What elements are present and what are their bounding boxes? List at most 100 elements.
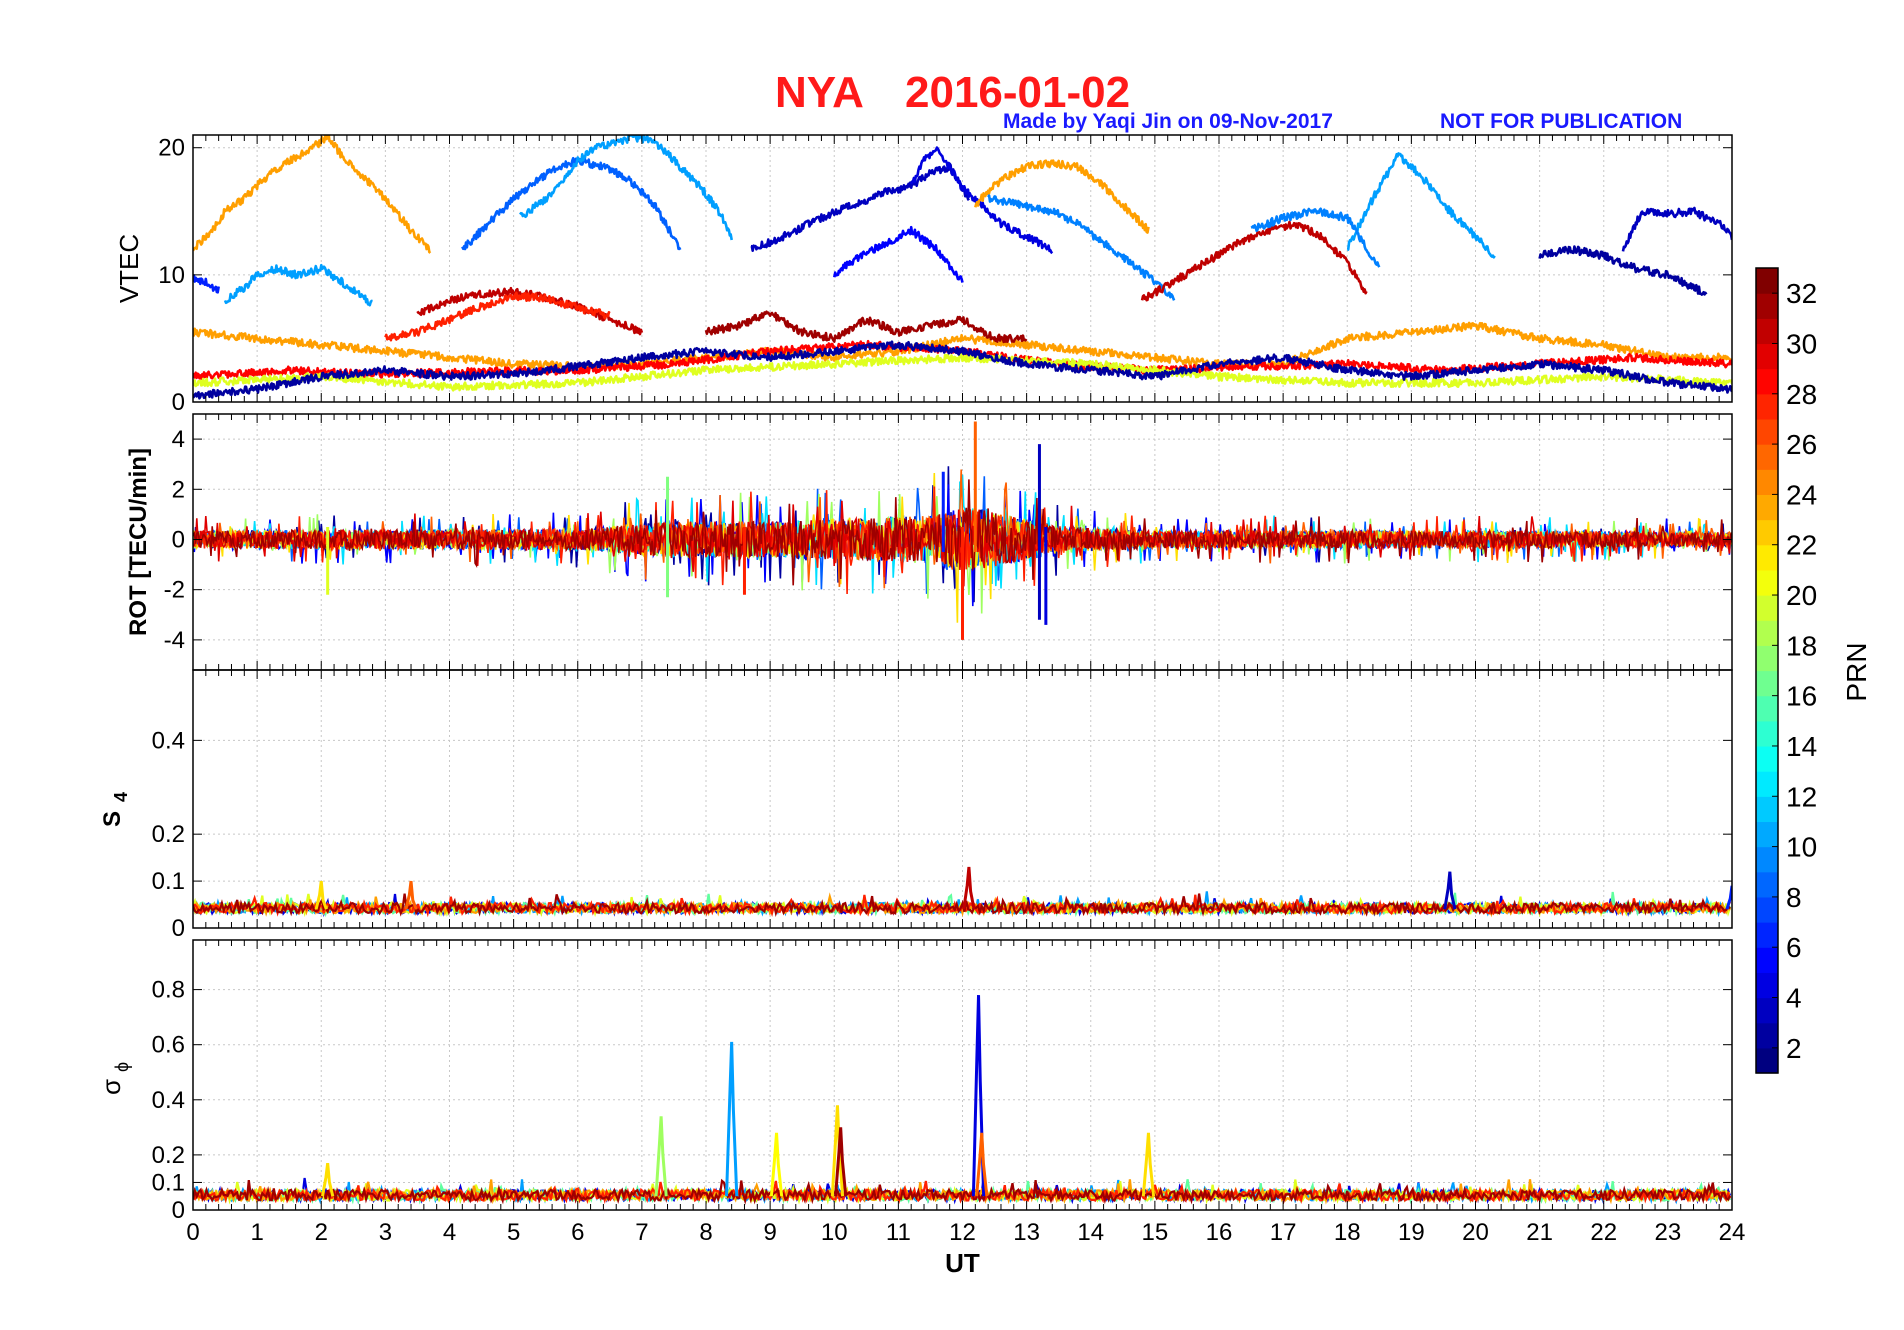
y-tick-label: 0.1 bbox=[152, 868, 185, 895]
grid-lines bbox=[193, 940, 1732, 1210]
colorbar-segment bbox=[1756, 595, 1778, 621]
y-tick-label: 0 bbox=[172, 1197, 185, 1224]
s4-peak-prn-31 bbox=[962, 866, 976, 910]
vtec-series-prn-2 bbox=[193, 340, 1732, 400]
colorbar-tick-label: 6 bbox=[1786, 932, 1802, 963]
colorbar-segment bbox=[1756, 444, 1778, 470]
y-axis-label: VTEC bbox=[114, 234, 144, 303]
colorbar-segment bbox=[1756, 771, 1778, 797]
x-tick-label: 21 bbox=[1526, 1219, 1553, 1246]
data-lines bbox=[193, 995, 1732, 1205]
x-tick-label: 7 bbox=[635, 1219, 648, 1246]
colorbar-tick-label: 30 bbox=[1786, 328, 1817, 359]
colorbar-segment bbox=[1756, 896, 1778, 923]
colorbar-tick-label: 18 bbox=[1786, 630, 1817, 661]
x-tick-label: 15 bbox=[1142, 1219, 1169, 1246]
sigma_phi-peak-prn-10 bbox=[725, 1041, 739, 1197]
colorbar-segment bbox=[1756, 393, 1778, 420]
y-axis-label-subscript: 4 bbox=[111, 792, 131, 802]
colorbar-label: PRN bbox=[1841, 642, 1872, 701]
s4-peak-prn-6 bbox=[1725, 885, 1732, 910]
colorbar-segment bbox=[1756, 720, 1778, 747]
sigma_phi-peak-prn-22 bbox=[321, 1162, 335, 1197]
vtec-series-prn-20 bbox=[193, 352, 1732, 392]
colorbar-segment bbox=[1756, 645, 1778, 672]
chart-title-station: NYA bbox=[775, 68, 864, 117]
y-tick-label: 2 bbox=[172, 476, 185, 503]
x-tick-label: 13 bbox=[1013, 1219, 1040, 1246]
x-tick-labels: 0 1 2 3 4 5 6 7 8 9 10 11 12 13 14 15 16 17 18 19 20 21 22 23 24 bbox=[186, 1219, 1745, 1246]
vtec-series-prn-28 bbox=[384, 291, 611, 342]
vtec-series-prn-3 bbox=[1621, 206, 1732, 252]
sigma_phi-peak-prn-26 bbox=[975, 1132, 989, 1197]
colorbar-frame bbox=[1755, 267, 1779, 1074]
sigma_phi-peak-prn-18 bbox=[654, 1116, 668, 1197]
y-tick-label: 0.4 bbox=[152, 1087, 185, 1114]
x-tick-label: 18 bbox=[1334, 1219, 1361, 1246]
colorbar-segment bbox=[1756, 922, 1778, 948]
y-tick-label: 0 bbox=[172, 389, 185, 416]
colorbar-tick-label: 2 bbox=[1786, 1033, 1802, 1064]
x-tick-label: 8 bbox=[699, 1219, 712, 1246]
x-ticks bbox=[192, 940, 1733, 1210]
x-ticks bbox=[192, 670, 1733, 928]
y-tick-label: -2 bbox=[164, 577, 185, 604]
colorbar-segment bbox=[1756, 343, 1778, 370]
x-tick-label: 12 bbox=[949, 1219, 976, 1246]
sigma_phi-peak-prn-22 bbox=[830, 1105, 845, 1197]
y-tick-label: 10 bbox=[158, 262, 185, 289]
y-tick-label: 0.8 bbox=[152, 977, 185, 1004]
vtec-series-prn-31 bbox=[1140, 220, 1368, 302]
colorbar-tick-label: 12 bbox=[1786, 781, 1817, 812]
colorbar-tick-label: 26 bbox=[1786, 429, 1817, 460]
vtec-series-prn-8 bbox=[461, 156, 682, 251]
colorbar-tick-label: 28 bbox=[1786, 379, 1817, 410]
panel-vtec: 0 10 20 VTEC bbox=[114, 134, 1733, 416]
data-lines bbox=[193, 866, 1732, 918]
chart-title-date: 2016-01-02 bbox=[905, 68, 1130, 117]
colorbar-segment bbox=[1756, 368, 1778, 395]
grid-lines bbox=[193, 670, 1732, 928]
vtec-series-prn-9 bbox=[987, 194, 1176, 301]
panel-frame bbox=[192, 669, 1733, 929]
y-axis-label-subscript: ϕ bbox=[112, 1062, 132, 1072]
colorbar-tick-label: 24 bbox=[1786, 479, 1817, 510]
y-tick-label: 0.2 bbox=[152, 1142, 185, 1169]
vtec-series-prn-10 bbox=[519, 135, 733, 241]
y-ticks: 00.10.2 0.4 0.6 0.8 bbox=[152, 977, 1732, 1224]
x-tick-label: 4 bbox=[443, 1219, 456, 1246]
sigma_phi-peak-prn-32 bbox=[834, 1127, 848, 1197]
y-tick-label: 0.4 bbox=[152, 727, 185, 754]
x-tick-label: 22 bbox=[1590, 1219, 1617, 1246]
colorbar-segment bbox=[1756, 947, 1778, 973]
colorbar-segment bbox=[1756, 972, 1778, 999]
panel-s4: 0 0.1 0.2 0.4 S 4 bbox=[99, 669, 1733, 942]
x-ticks bbox=[192, 135, 1733, 402]
colorbar-segment bbox=[1756, 469, 1778, 496]
colorbar-segment bbox=[1756, 494, 1778, 521]
colorbar-tick-label: 32 bbox=[1786, 278, 1817, 309]
colorbar-segment bbox=[1756, 670, 1778, 697]
vtec-series-prn-4 bbox=[909, 146, 1054, 255]
y-tick-label: 0.2 bbox=[152, 821, 185, 848]
x-tick-label: 5 bbox=[507, 1219, 520, 1246]
colorbar-tick-label: 8 bbox=[1786, 882, 1802, 913]
vtec-series-prn-32 bbox=[704, 310, 1028, 344]
colorbar-tick-label: 16 bbox=[1786, 681, 1817, 712]
vtec-series-prn-24 bbox=[193, 135, 432, 254]
x-tick-label: 20 bbox=[1462, 1219, 1489, 1246]
colorbar-segment bbox=[1756, 293, 1778, 319]
vtec-series-prn-2 bbox=[1538, 245, 1708, 296]
colorbar-tick-label: 10 bbox=[1786, 832, 1817, 863]
s4-series-prn-32 bbox=[193, 893, 1731, 917]
colorbar-segment bbox=[1756, 318, 1778, 345]
y-ticks: 0 10 20 bbox=[158, 135, 1732, 416]
y-tick-label: 0.1 bbox=[152, 1169, 185, 1196]
colorbar-segment bbox=[1756, 846, 1778, 873]
x-tick-label: 9 bbox=[763, 1219, 776, 1246]
vtec-series-prn-24 bbox=[193, 321, 1732, 371]
data-lines bbox=[193, 421, 1732, 640]
colorbar-segment bbox=[1756, 871, 1778, 898]
